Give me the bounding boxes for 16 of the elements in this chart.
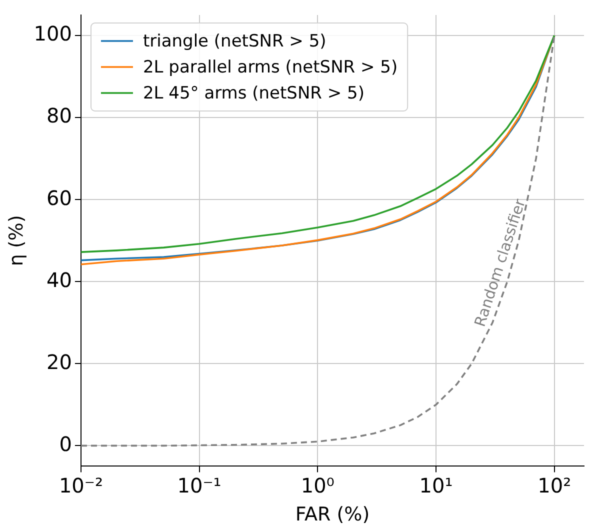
x-tick-label: 10⁻¹ — [177, 473, 222, 498]
y-tick-label: 60 — [46, 186, 72, 210]
x-axis-title: FAR (%) — [295, 504, 370, 526]
y-tick-label: 20 — [46, 350, 72, 374]
y-tick-label: 0 — [59, 432, 72, 456]
x-tick-label: 10⁻² — [58, 473, 103, 498]
y-tick-label: 80 — [46, 104, 72, 128]
legend-label: triangle (netSNR > 5) — [142, 31, 326, 52]
y-axis-title: η (%) — [5, 215, 28, 266]
legend-label: 2L parallel arms (netSNR > 5) — [142, 57, 398, 78]
x-tick-label: 10² — [538, 473, 572, 498]
x-tick-label: 10¹ — [419, 473, 453, 498]
y-tick-label: 100 — [34, 22, 72, 46]
legend-label: 2L 45° arms (netSNR > 5) — [142, 83, 364, 104]
y-tick-label: 40 — [46, 268, 72, 292]
x-tick-label: 10⁰ — [300, 473, 334, 498]
